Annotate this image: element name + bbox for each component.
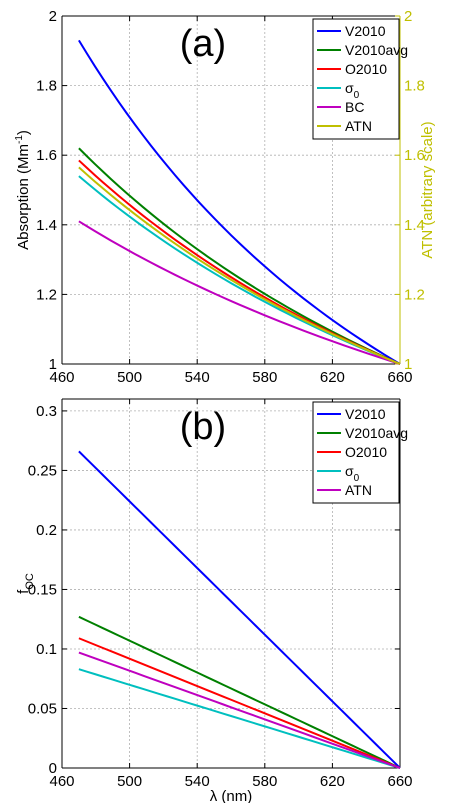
y2-tick-label: 1.8 (404, 78, 425, 95)
x-tick-label: 620 (320, 773, 345, 790)
y-tick-label: 1.6 (36, 147, 57, 164)
y-tick-label: 1 (49, 356, 57, 373)
x-tick-label: 500 (117, 369, 142, 386)
legend-entry: V2010avg (345, 42, 408, 58)
x-tick-label: 460 (49, 773, 74, 790)
x-tick-label: 660 (387, 369, 412, 386)
y2-tick-label: 1.4 (404, 217, 425, 234)
y-axis-title: fOC (15, 573, 36, 594)
x-axis-title: λ (nm) (210, 788, 253, 803)
y2-axis-title: ATN (arbitrary scale) (419, 121, 436, 258)
y-axis-title: Absorption (Mm-1) (14, 130, 32, 250)
y-tick-label: 0.15 (28, 581, 57, 598)
legend-entry-name: V2010avg (345, 425, 408, 441)
y-tick-label: 1.4 (36, 217, 57, 234)
y-tick-label: 1.8 (36, 78, 57, 95)
series-line-v2010 (78, 450, 401, 769)
legend-entry-name: ATN (345, 118, 372, 134)
legend-entry: BC (345, 99, 364, 115)
legend-entry-name: V2010 (345, 23, 386, 39)
legend-entry: V2010avg (345, 425, 408, 441)
legend-entry: σ0 (345, 463, 360, 484)
legend-entry-name: O2010 (345, 61, 387, 77)
legend-entry-name: ATN (345, 482, 372, 498)
y-axis-title-sub: OC (24, 573, 36, 590)
legend-entry: ATN (345, 482, 372, 498)
legend-entry: O2010 (345, 61, 387, 77)
series-line-v2010avg (78, 615, 401, 769)
y2-tick-label: 1.2 (404, 286, 425, 303)
series-line-0 (78, 175, 401, 365)
x-tick-label: 580 (252, 369, 277, 386)
y-tick-label: 2 (49, 8, 57, 25)
legend-box (312, 18, 400, 140)
legend-entry: V2010 (345, 23, 386, 39)
legend-entry-name: σ (345, 463, 354, 479)
series-line-atn (78, 166, 401, 365)
legend-entry-name: V2010avg (345, 42, 408, 58)
y-tick-label: 1.2 (36, 286, 57, 303)
series-line-0 (78, 668, 401, 769)
y2-tick-label: 2 (404, 8, 412, 25)
legend-entry: σ0 (345, 80, 360, 101)
y-tick-label: 0.25 (28, 462, 57, 479)
x-tick-label: 500 (117, 773, 142, 790)
x-tick-label: 580 (252, 773, 277, 790)
legend-entry: O2010 (345, 444, 387, 460)
y-axis-title-sup: -1 (14, 135, 25, 144)
legend-entry: V2010 (345, 406, 386, 422)
y-tick-label: 0.05 (28, 700, 57, 717)
series-line-v2010avg (78, 147, 401, 365)
legend-entry: ATN (345, 118, 372, 134)
y-axis-title-main: f (15, 589, 32, 594)
chart-panel-a: 460 500 540 580 620 66011.21.41.61.8211.21.41… (14, 8, 436, 386)
y-axis-title-end: ) (15, 130, 32, 135)
legend-entry-name: σ (345, 80, 354, 96)
legend-entry-name: O2010 (345, 444, 387, 460)
x-tick-label: 540 (185, 773, 210, 790)
legend-entry-sub: 0 (354, 473, 360, 484)
legend-entry-name: V2010 (345, 406, 386, 422)
series-line-v2010 (78, 39, 401, 365)
panel-label: (b) (180, 406, 226, 448)
x-tick-label: 540 (185, 369, 210, 386)
y-tick-label: 0.2 (36, 522, 57, 539)
y2-tick-label: 1.6 (404, 147, 425, 164)
series-line-o2010 (78, 637, 401, 769)
x-tick-label: 660 (387, 773, 412, 790)
series-line-atn (78, 651, 401, 769)
x-tick-label: 620 (320, 369, 345, 386)
y-tick-label: 0.1 (36, 641, 57, 658)
y-tick-label: 0.3 (36, 403, 57, 420)
x-tick-label: 460 (49, 369, 74, 386)
chart-panel-b: 460 500 540 580 620 660 0 0.05 0.1 0.15 0.2 0.25 0.3… (15, 398, 413, 803)
legend-entry-name: BC (345, 99, 364, 115)
y-axis-title-main: Absorption (Mm (15, 144, 32, 250)
y2-tick-label: 1 (404, 356, 412, 373)
panel-label: (a) (180, 23, 226, 65)
series-line-bc (78, 220, 401, 365)
legend-entry-sub: 0 (354, 90, 360, 101)
y-tick-label: 0 (49, 760, 57, 777)
